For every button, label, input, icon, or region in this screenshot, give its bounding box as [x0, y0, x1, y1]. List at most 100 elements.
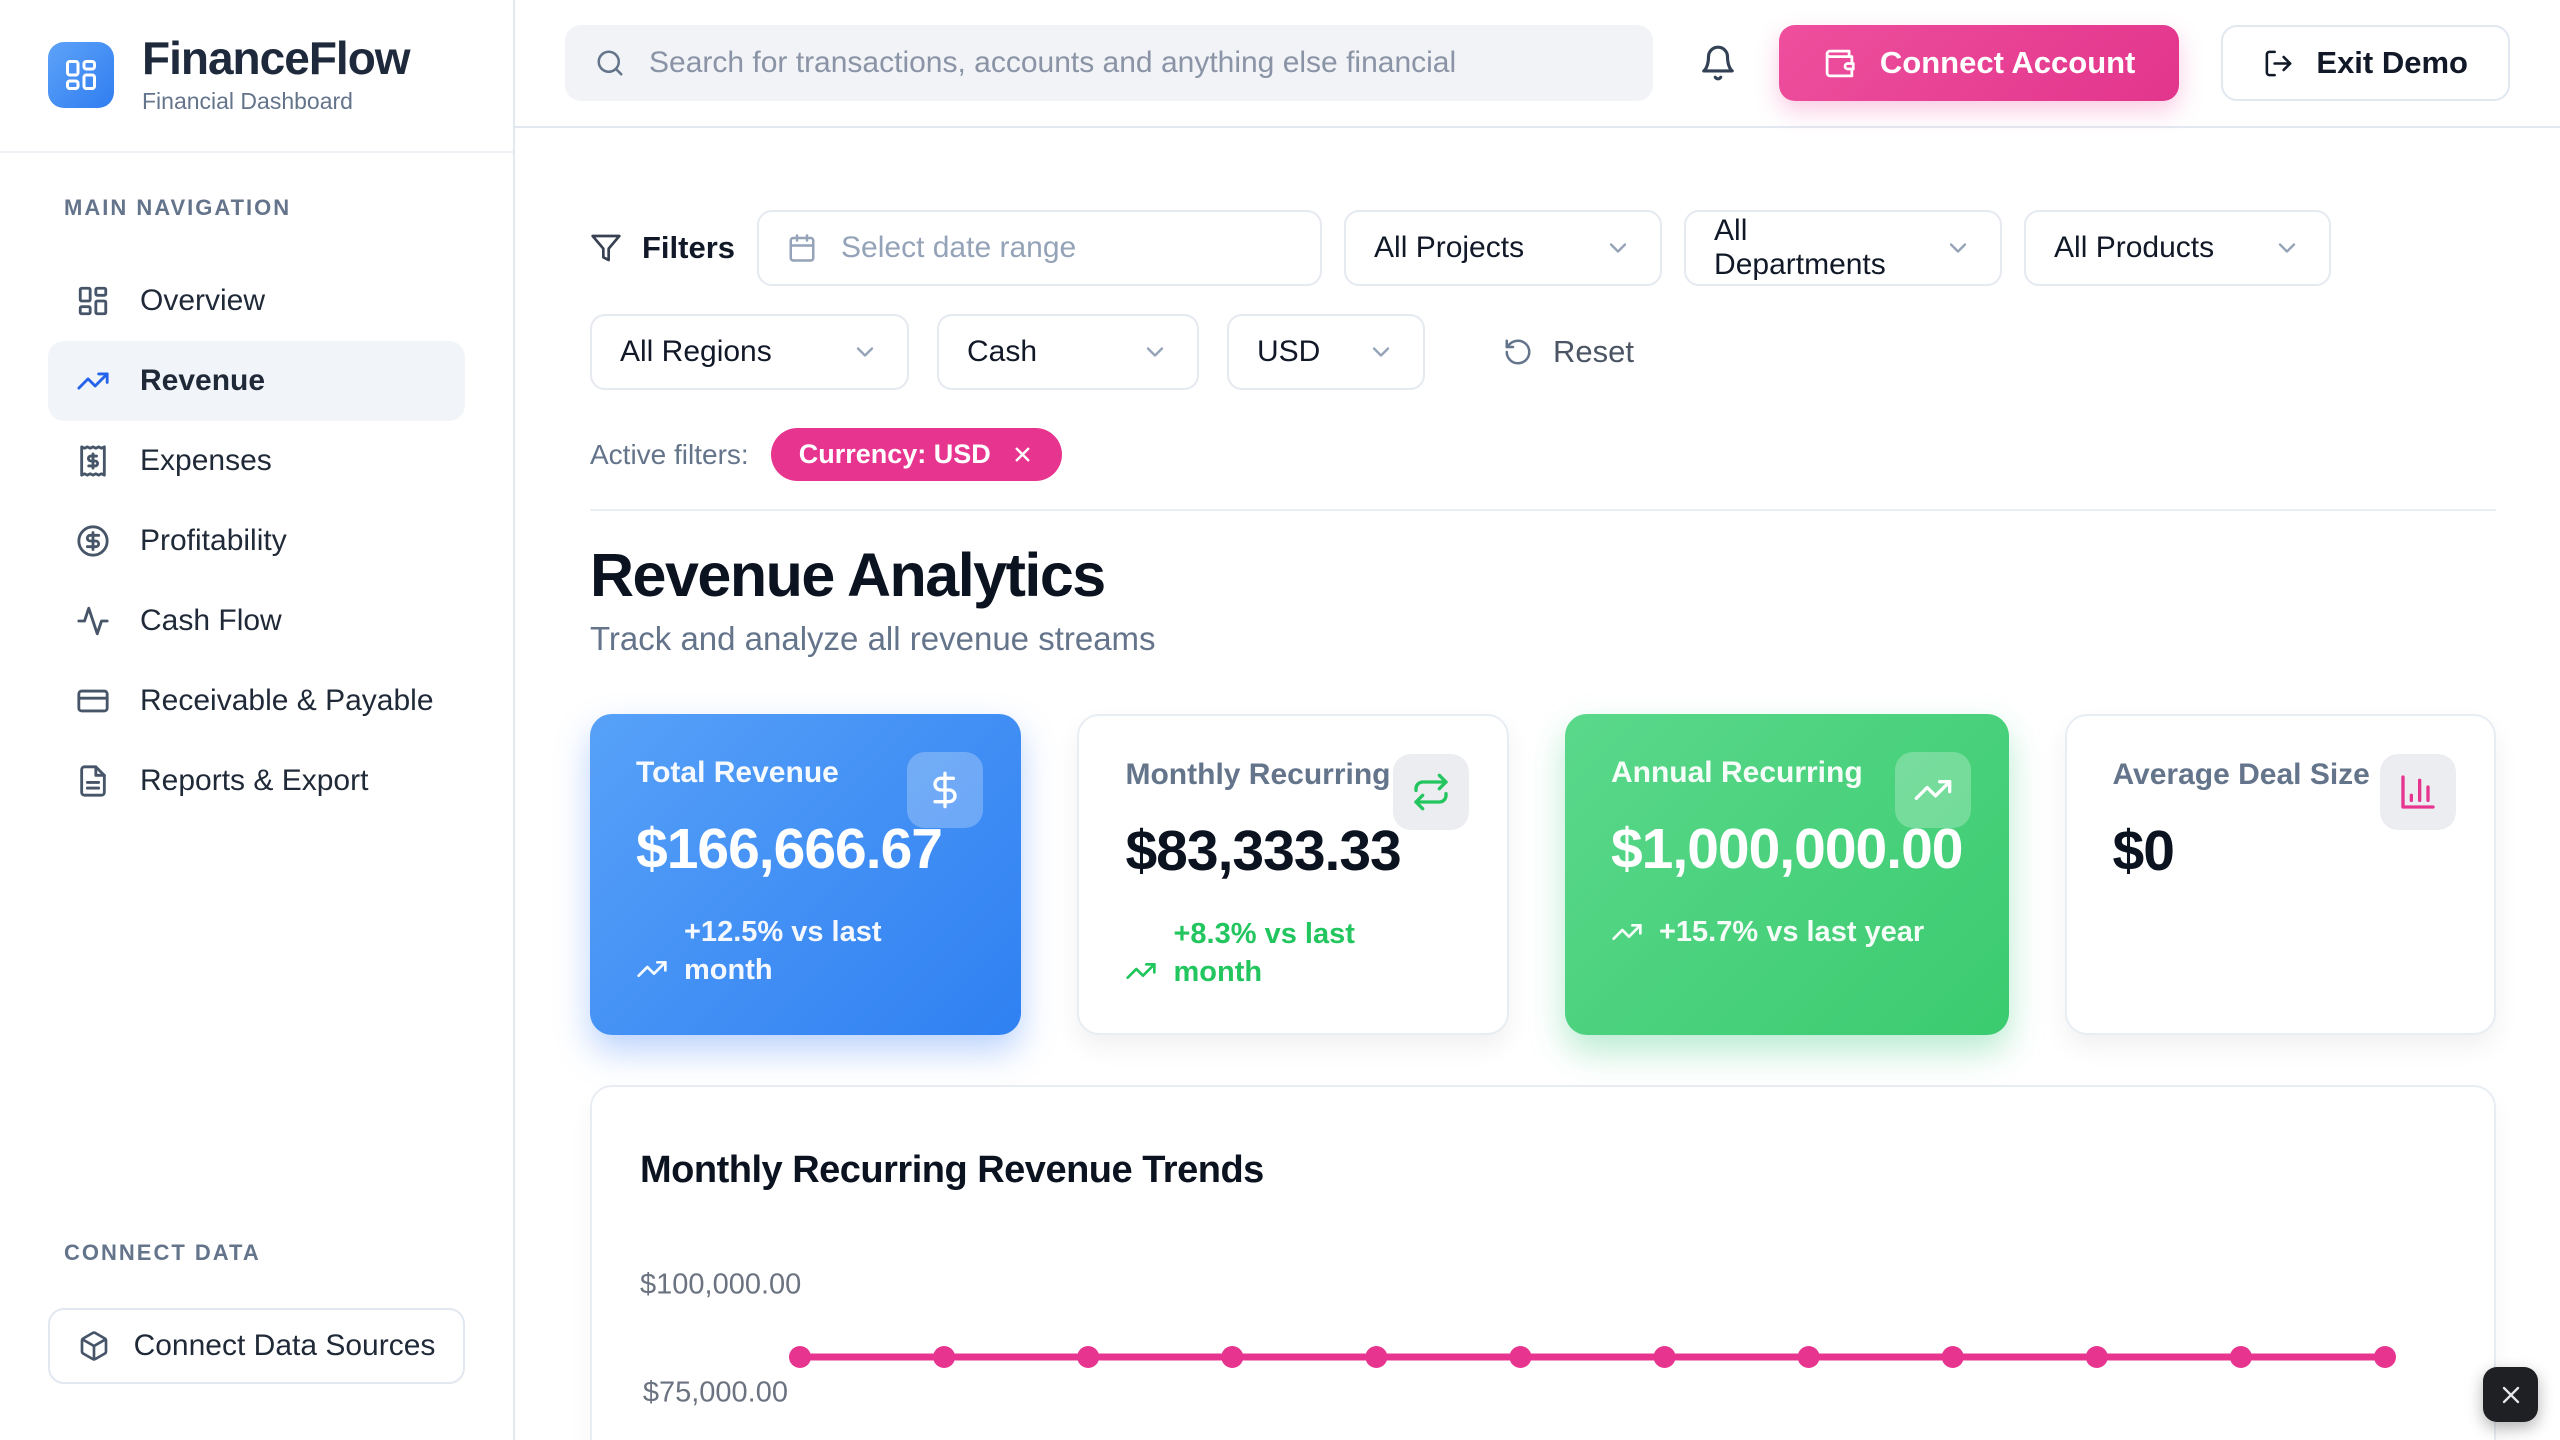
chevron-down-icon: [851, 338, 879, 366]
reset-label: Reset: [1553, 334, 1634, 369]
connect-section-label: CONNECT DATA: [64, 1240, 261, 1265]
page-title: Revenue Analytics: [590, 541, 1106, 609]
departments-select-value: All Departments: [1714, 214, 1886, 281]
layout-dashboard-icon: [76, 284, 110, 318]
reset-filters-button[interactable]: Reset: [1497, 333, 1640, 371]
sidebar-item-overview[interactable]: Overview: [48, 261, 465, 341]
sidebar-item-label: Expenses: [140, 444, 272, 478]
close-widget-button[interactable]: [2483, 1367, 2538, 1422]
topbar: Connect Account Exit Demo: [515, 0, 2560, 128]
sidebar-item-label: Overview: [140, 284, 266, 318]
circle-dollar-icon: [76, 524, 110, 558]
receipt-icon: [76, 444, 110, 478]
regions-select[interactable]: All Regions: [590, 314, 909, 390]
kpi-delta-text: +8.3% vs last month: [1173, 918, 1355, 988]
kpi-value: $83,333.33: [1125, 819, 1401, 883]
currency-select-value: USD: [1257, 335, 1321, 368]
connect-data-section: CONNECT DATA Connect Data Sources: [0, 1240, 513, 1440]
kpi-delta-text: +12.5% vs last month: [684, 916, 882, 986]
sidebar-item-cash-flow[interactable]: Cash Flow: [48, 581, 465, 661]
chevron-down-icon: [1367, 338, 1395, 366]
kpi-label: Total Revenue: [636, 756, 839, 789]
kpi-card-annual-recurring: Annual Recurring $1,000,000.00 +15.7% vs…: [1564, 714, 2009, 1036]
regions-select-value: All Regions: [620, 335, 772, 368]
package-icon: [78, 1330, 110, 1362]
trending-up-icon: [1611, 916, 1643, 952]
active-filters-row: Active filters: Currency: USD: [590, 428, 2496, 481]
repeat-icon: [1392, 754, 1469, 830]
file-text-icon: [76, 764, 110, 798]
chevron-down-icon: [1944, 234, 1972, 262]
page-head: Revenue Analytics Track and analyze all …: [590, 545, 2496, 658]
chevron-down-icon: [2273, 234, 2301, 262]
chevron-down-icon: [1604, 234, 1632, 262]
mrr-line-series: [789, 1346, 2396, 1369]
rotate-ccw-icon: [1503, 337, 1533, 367]
filters-row-1: Filters Select date range All Projects A…: [590, 210, 2496, 286]
currency-select[interactable]: USD: [1227, 314, 1425, 390]
kpi-card-monthly-recurring: Monthly Recurring $83,333.33 +8.3% vs la…: [1077, 714, 1509, 1036]
trending-up-icon: [76, 364, 110, 398]
trending-up-icon: [1894, 752, 1971, 828]
date-range-input[interactable]: Select date range: [757, 210, 1323, 286]
chevron-down-icon: [1141, 338, 1169, 366]
mrr-line-chart[interactable]: $100,000.00$75,000.00$50,000.00: [640, 1236, 2446, 1440]
nav-section-label: MAIN NAVIGATION: [64, 195, 292, 221]
main-navigation: MAIN NAVIGATION Overview Revenue Expense…: [0, 153, 513, 1240]
y-axis-tick-label: $75,000.00: [642, 1376, 788, 1409]
payment-method-select[interactable]: Cash: [937, 314, 1199, 390]
sidebar: FinanceFlow Financial Dashboard MAIN NAV…: [0, 0, 515, 1440]
connect-data-sources-button[interactable]: Connect Data Sources: [48, 1308, 465, 1384]
kpi-label: Average Deal Size: [2112, 758, 2370, 791]
global-search[interactable]: [565, 25, 1653, 101]
log-out-icon: [2263, 48, 2294, 79]
sidebar-item-receivable-payable[interactable]: Receivable & Payable: [48, 661, 465, 741]
date-range-placeholder: Select date range: [841, 231, 1077, 264]
kpi-delta: +15.7% vs last year: [1611, 914, 1963, 952]
filters-title: Filters: [590, 230, 735, 266]
trending-up-icon: [1125, 955, 1157, 991]
sidebar-item-revenue[interactable]: Revenue: [48, 341, 465, 422]
y-axis-tick-label: $100,000.00: [640, 1268, 802, 1301]
filters-row-2: All Regions Cash USD Reset: [590, 314, 2496, 390]
wallet-icon: [1823, 47, 1856, 80]
products-select-value: All Products: [2054, 231, 2215, 264]
kpi-cards: Total Revenue $166,666.67 +12.5% vs last…: [590, 714, 2496, 1036]
app-logo-icon: [48, 41, 114, 108]
active-filter-chip[interactable]: Currency: USD: [770, 428, 1062, 481]
active-filter-chip-label: Currency: USD: [798, 439, 991, 469]
kpi-label: Monthly Recurring: [1125, 758, 1391, 791]
connect-account-button[interactable]: Connect Account: [1778, 25, 2180, 101]
projects-select[interactable]: All Projects: [1344, 210, 1663, 286]
exit-demo-button[interactable]: Exit Demo: [2221, 25, 2510, 101]
sidebar-item-label: Profitability: [140, 524, 287, 558]
close-icon[interactable]: [1011, 443, 1034, 466]
bar-chart-icon: [2380, 754, 2456, 830]
kpi-card-average-deal-size: Average Deal Size $0: [2064, 714, 2496, 1036]
activity-icon: [76, 604, 110, 638]
kpi-value: $166,666.67: [636, 817, 943, 881]
main-area: Connect Account Exit Demo Filters Select…: [515, 0, 2560, 1440]
kpi-delta: +8.3% vs last month: [1125, 916, 1460, 991]
section-divider: [590, 509, 2496, 511]
sidebar-item-profitability[interactable]: Profitability: [48, 501, 465, 581]
products-select[interactable]: All Products: [2024, 210, 2332, 286]
kpi-card-total-revenue: Total Revenue $166,666.67 +12.5% vs last…: [590, 714, 1022, 1036]
sidebar-item-reports-export[interactable]: Reports & Export: [48, 741, 465, 821]
filters-title-label: Filters: [642, 230, 736, 265]
notifications-button[interactable]: [1699, 44, 1737, 82]
brand-name: FinanceFlow: [142, 32, 411, 84]
search-input[interactable]: [647, 45, 1623, 81]
connect-data-sources-label: Connect Data Sources: [133, 1329, 436, 1362]
sidebar-item-expenses[interactable]: Expenses: [48, 421, 465, 501]
brand-header: FinanceFlow Financial Dashboard: [0, 0, 513, 154]
departments-select[interactable]: All Departments: [1684, 210, 2003, 286]
credit-card-icon: [76, 684, 110, 718]
brand-text: FinanceFlow Financial Dashboard: [142, 32, 411, 115]
exit-demo-label: Exit Demo: [2316, 45, 2468, 80]
kpi-label: Annual Recurring: [1610, 756, 1863, 789]
close-icon: [2497, 1381, 2525, 1409]
kpi-value: $1,000,000.00: [1610, 817, 1964, 881]
search-icon: [595, 48, 625, 78]
